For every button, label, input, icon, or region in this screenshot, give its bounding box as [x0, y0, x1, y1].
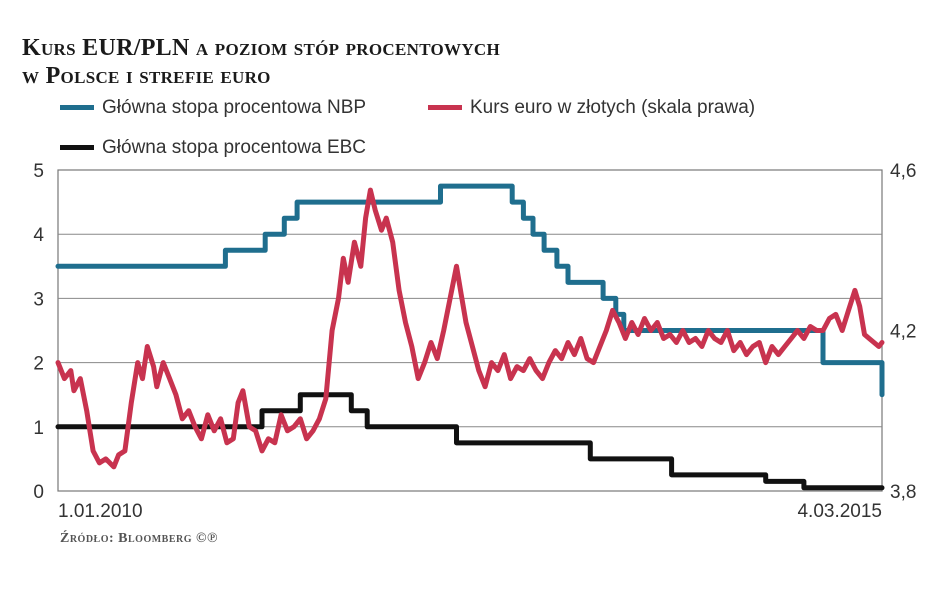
legend-label-eurpln: Kurs euro w złotych (skala prawa): [470, 97, 756, 118]
legend-item-ecb: Główna stopa procentowa EBC: [60, 137, 366, 159]
source-note: Źródło: Bloomberg ©℗: [60, 531, 218, 547]
source-label: Źródło: Bloomberg: [60, 531, 193, 546]
legend-label-ecb: Główna stopa procentowa EBC: [102, 137, 367, 158]
chart-title-line-2: w Polsce i strefie euro: [22, 63, 271, 89]
legend-swatch-nbp: [60, 105, 94, 111]
right-tick-label-4-6: 4,6: [890, 161, 916, 182]
right-tick-label-3-8: 3,8: [890, 482, 916, 503]
left-tick-label-3: 3: [33, 289, 44, 310]
left-tick-label-0: 0: [33, 482, 44, 503]
left-tick-label-4: 4: [33, 225, 44, 246]
legend-item-nbp: Główna stopa procentowa NBP: [60, 97, 366, 119]
legend-label-nbp: Główna stopa procentowa NBP: [102, 97, 367, 118]
legend-item-eurpln: Kurs euro w złotych (skala prawa): [428, 97, 755, 119]
left-tick-label-2: 2: [33, 354, 44, 375]
legend-swatch-ecb: [60, 145, 94, 151]
left-tick-label-5: 5: [33, 161, 44, 182]
series-line-ecb: [55, 392, 885, 491]
series-line-nbp: [55, 183, 885, 398]
right-tick-label-4-2: 4,2: [890, 322, 916, 343]
chart-title-line-1: Kurs EUR/PLN a poziom stóp procentowych: [22, 35, 501, 61]
chart-title: Kurs EUR/PLN a poziom stóp procentowych …: [22, 34, 500, 90]
left-tick-label-1: 1: [33, 418, 44, 439]
source-mark: ©℗: [196, 531, 218, 546]
series-line-eurpln: [55, 187, 885, 470]
plot-frame: [57, 169, 883, 492]
x-label-end: 4.03.2015: [797, 501, 882, 522]
legend-swatch-eurpln: [428, 105, 462, 111]
x-label-start: 1.01.2010: [58, 501, 143, 522]
